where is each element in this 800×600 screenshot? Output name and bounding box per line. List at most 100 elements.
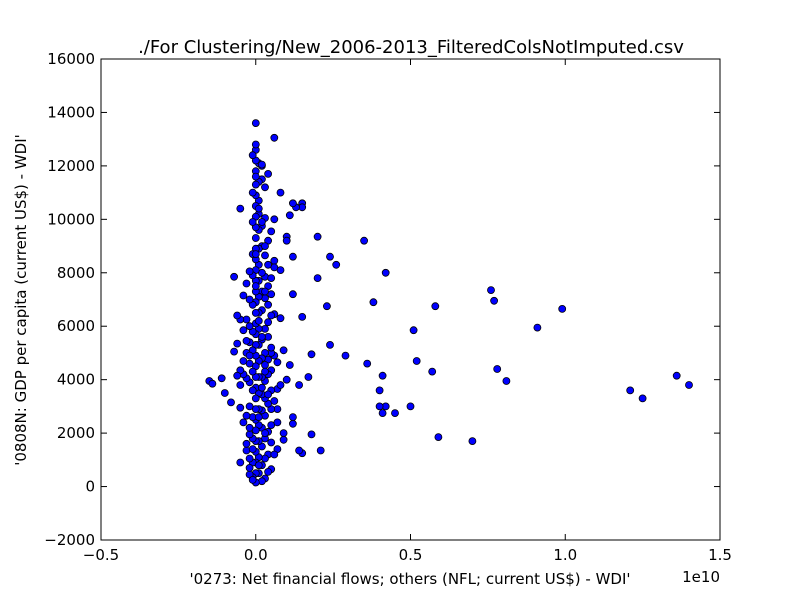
data-point bbox=[490, 296, 499, 305]
plot-frame bbox=[100, 58, 721, 541]
data-point bbox=[245, 267, 254, 276]
data-point bbox=[239, 326, 248, 335]
data-point bbox=[558, 304, 567, 313]
data-point bbox=[248, 475, 257, 484]
data-point bbox=[257, 383, 266, 392]
data-point bbox=[638, 394, 647, 403]
data-point bbox=[264, 390, 273, 399]
data-point bbox=[428, 367, 437, 376]
data-point bbox=[242, 411, 251, 420]
data-point bbox=[412, 357, 421, 365]
data-point bbox=[257, 160, 266, 169]
data-point bbox=[217, 374, 226, 383]
data-point bbox=[227, 398, 235, 407]
data-point bbox=[279, 435, 288, 444]
data-point bbox=[267, 227, 276, 236]
data-point bbox=[264, 318, 273, 327]
data-point bbox=[254, 413, 263, 422]
data-point bbox=[273, 418, 282, 427]
data-point bbox=[251, 180, 260, 189]
data-point bbox=[341, 351, 350, 360]
data-point bbox=[220, 389, 229, 397]
data-point bbox=[245, 423, 254, 432]
data-point bbox=[261, 429, 269, 438]
data-point bbox=[261, 361, 269, 369]
y-tick-label: 8000 bbox=[57, 264, 95, 282]
x-axis-offset-label: 1e10 bbox=[682, 568, 720, 586]
chart-title: ./For Clustering/New_2006-2013_FilteredC… bbox=[138, 37, 684, 58]
y-axis-ticks: −2000 0 2000 4000 6000 8000 10000 12000 14000 160… bbox=[44, 50, 720, 549]
data-point bbox=[230, 347, 239, 356]
data-point bbox=[288, 252, 297, 261]
y-tick-label: 6000 bbox=[57, 317, 95, 335]
data-point bbox=[313, 232, 322, 241]
data-point bbox=[468, 437, 477, 446]
data-point bbox=[248, 367, 257, 376]
data-point bbox=[487, 286, 495, 295]
data-point bbox=[261, 454, 269, 463]
data-point bbox=[316, 446, 325, 455]
data-point bbox=[267, 343, 276, 352]
data-point bbox=[233, 311, 242, 320]
data-point bbox=[282, 236, 291, 245]
data-point bbox=[270, 215, 279, 224]
data-point bbox=[245, 322, 254, 331]
data-point bbox=[288, 419, 297, 428]
data-point bbox=[322, 302, 331, 311]
data-point bbox=[236, 381, 245, 389]
data-point bbox=[381, 268, 390, 277]
data-point bbox=[254, 461, 263, 470]
data-point bbox=[245, 430, 254, 439]
x-axis-label: '0273: Net financial flows; others (NFL;… bbox=[189, 570, 630, 588]
data-point bbox=[254, 316, 263, 325]
data-point bbox=[360, 236, 369, 245]
data-point bbox=[248, 386, 257, 395]
x-tick-label: −0.5 bbox=[83, 546, 119, 564]
data-point bbox=[279, 346, 288, 355]
data-point bbox=[685, 381, 693, 389]
data-point bbox=[248, 445, 257, 454]
y-axis-label: '0808N: GDP per capita (current US$) - W… bbox=[12, 134, 30, 466]
data-point bbox=[282, 375, 291, 384]
data-point bbox=[251, 119, 260, 127]
y-tick-label: 12000 bbox=[47, 157, 95, 175]
data-point bbox=[434, 433, 443, 442]
data-point bbox=[236, 204, 245, 213]
x-tick-label: 1.0 bbox=[553, 546, 577, 564]
y-tick-label: 2000 bbox=[57, 424, 95, 442]
data-point bbox=[208, 379, 217, 388]
data-point bbox=[261, 251, 269, 260]
data-point bbox=[245, 454, 254, 463]
data-point bbox=[248, 188, 257, 197]
data-point bbox=[270, 133, 279, 142]
data-point bbox=[672, 371, 681, 380]
data-point bbox=[242, 439, 251, 448]
data-point bbox=[375, 402, 384, 411]
data-point bbox=[307, 350, 316, 359]
data-point bbox=[257, 332, 266, 341]
data-point bbox=[326, 252, 334, 261]
data-point bbox=[493, 365, 502, 373]
data-point bbox=[307, 430, 316, 439]
data-point bbox=[298, 312, 307, 321]
data-point bbox=[233, 339, 242, 348]
data-point bbox=[267, 311, 276, 320]
x-tick-label: 0.0 bbox=[244, 546, 268, 564]
data-point bbox=[276, 188, 285, 197]
data-point bbox=[261, 367, 269, 376]
x-axis-ticks: −0.5 0.0 0.5 1.0 1.5 bbox=[83, 59, 732, 564]
data-point bbox=[326, 340, 334, 349]
data-point bbox=[378, 409, 387, 418]
data-point bbox=[261, 287, 269, 296]
data-point bbox=[285, 211, 294, 220]
data-point bbox=[251, 250, 260, 259]
data-point bbox=[251, 282, 260, 291]
data-point bbox=[233, 371, 242, 380]
data-point bbox=[270, 397, 279, 405]
data-point bbox=[276, 381, 285, 389]
data-point bbox=[245, 295, 254, 304]
data-point bbox=[378, 371, 387, 380]
y-tick-label: 4000 bbox=[57, 371, 95, 389]
data-point bbox=[264, 467, 273, 476]
